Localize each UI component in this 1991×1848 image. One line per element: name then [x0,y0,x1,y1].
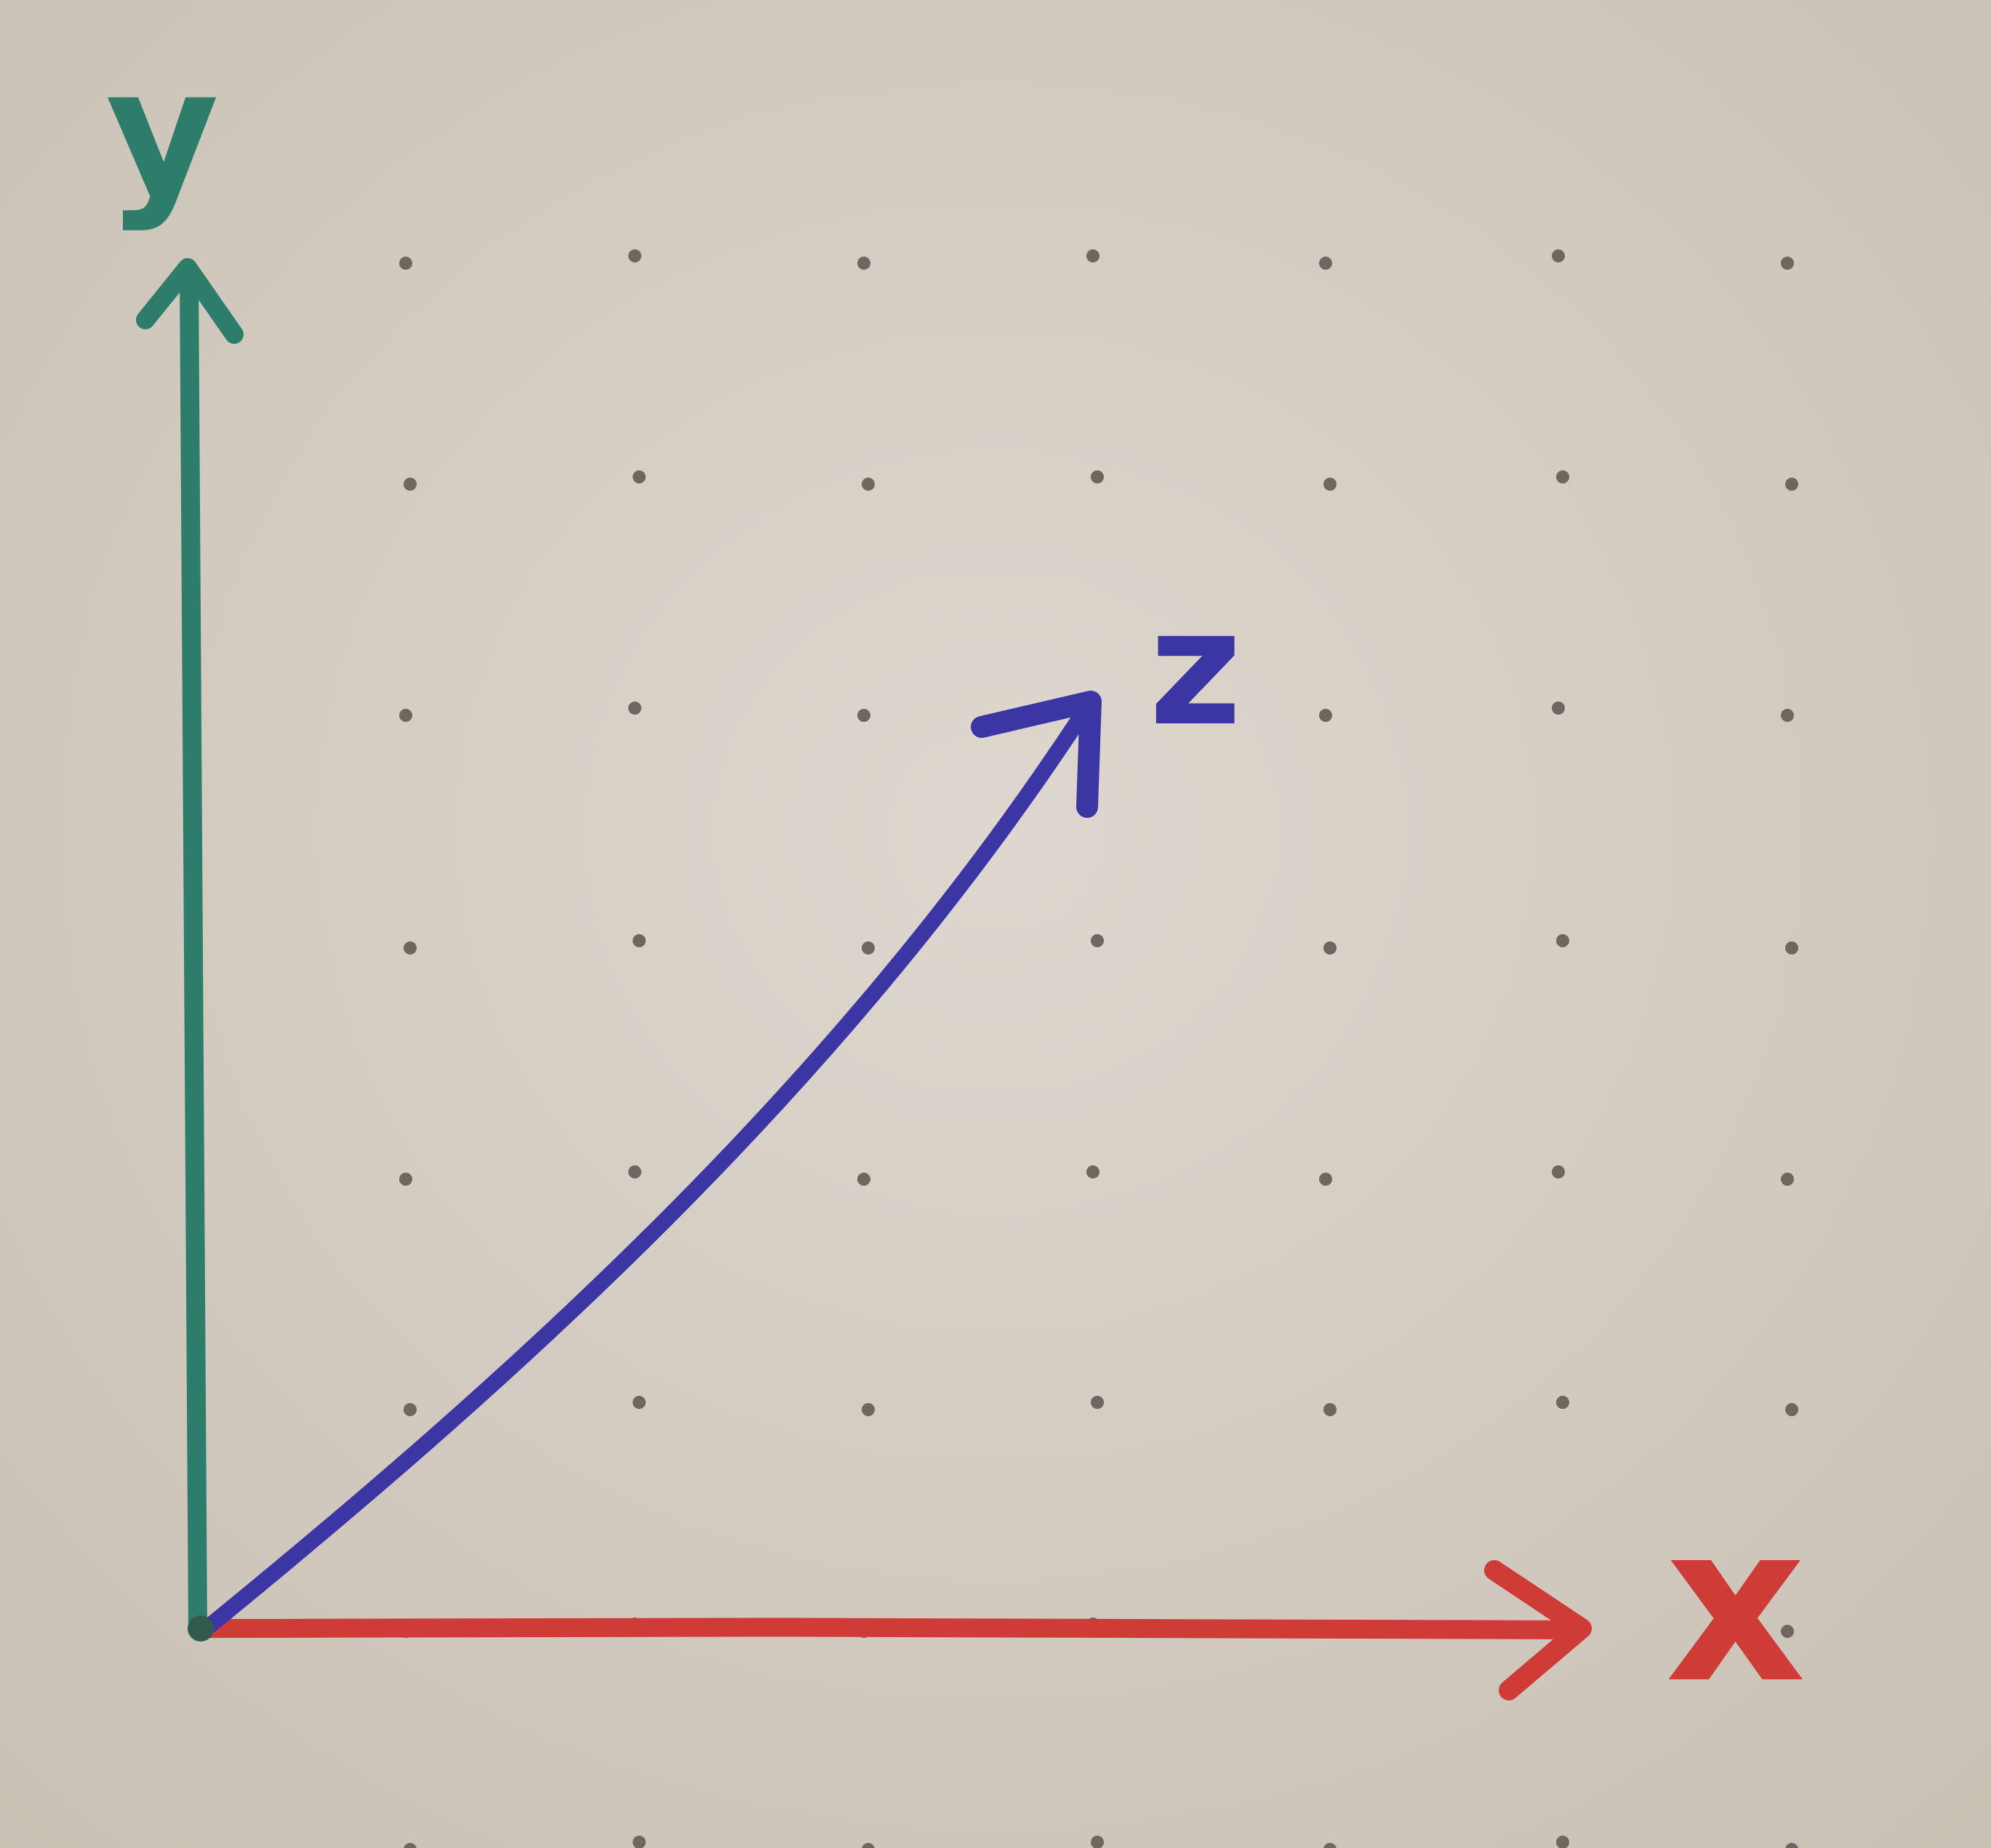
y-axis: y [105,31,244,1638]
grid-dot [857,257,870,270]
grid-dot [857,1173,870,1186]
grid-dot [1091,470,1104,483]
grid-dot [633,470,646,483]
grid-dot [1781,1173,1794,1186]
grid-dot [1556,470,1569,483]
grid-dot [404,1843,417,1848]
grid-dot [399,709,412,722]
grid-dot [628,1165,641,1178]
z-axis: z [203,575,1242,1633]
grid-dot [862,941,875,955]
grid-dot [1552,702,1565,715]
x-axis-arrowhead [1484,1560,1592,1700]
grid-dot [1091,1836,1104,1848]
z-axis-arrowhead [971,691,1102,818]
z-axis-label: z [1149,575,1242,761]
grid-dot [862,478,875,491]
grid-dot [1785,941,1798,955]
grid-dot [1781,1625,1794,1638]
grid-dot [399,1173,412,1186]
grid-dot [1319,1173,1332,1186]
grid-dot [1086,249,1099,262]
grid-dot [1785,1403,1798,1416]
grid-dot [1556,1836,1569,1848]
grid-dot [633,1836,646,1848]
grid-dot [1785,478,1798,491]
grid-dot [1323,941,1337,955]
grid-dot [1781,257,1794,270]
grid-dot [1319,709,1332,722]
grid-dot [1091,934,1104,947]
grid-dot [857,709,870,722]
x-axis-label: x [1665,1477,1806,1731]
x-axis: x [201,1477,1806,1731]
grid-dot [404,941,417,955]
y-axis-arrowhead [136,258,244,344]
grid-dot [1552,1165,1565,1178]
grid-dot [1323,478,1337,491]
grid-dot [1086,1165,1099,1178]
grid-dot [1323,1843,1337,1848]
grid-dot [404,1403,417,1416]
grid-dot [399,257,412,270]
grid-dot [1785,1843,1798,1848]
grid-dot [1552,249,1565,262]
grid-dot [1781,709,1794,722]
grid-dot [1319,257,1332,270]
grid-dot [628,702,641,715]
grid-dot [862,1403,875,1416]
grid-dot [862,1843,875,1848]
grid-dot [628,249,641,262]
grid-dot [1556,1396,1569,1409]
y-axis-line [180,267,207,1638]
grid-dot [633,1396,646,1409]
origin-point [188,1615,214,1642]
grid-dot [1091,1396,1104,1409]
grid-dot [1556,934,1569,947]
z-axis-line [203,704,1091,1633]
y-axis-label: y [105,31,219,234]
grid-dot [633,934,646,947]
grid-dot [1323,1403,1337,1416]
x-axis-line [201,1618,1587,1639]
grid-dot [404,478,417,491]
